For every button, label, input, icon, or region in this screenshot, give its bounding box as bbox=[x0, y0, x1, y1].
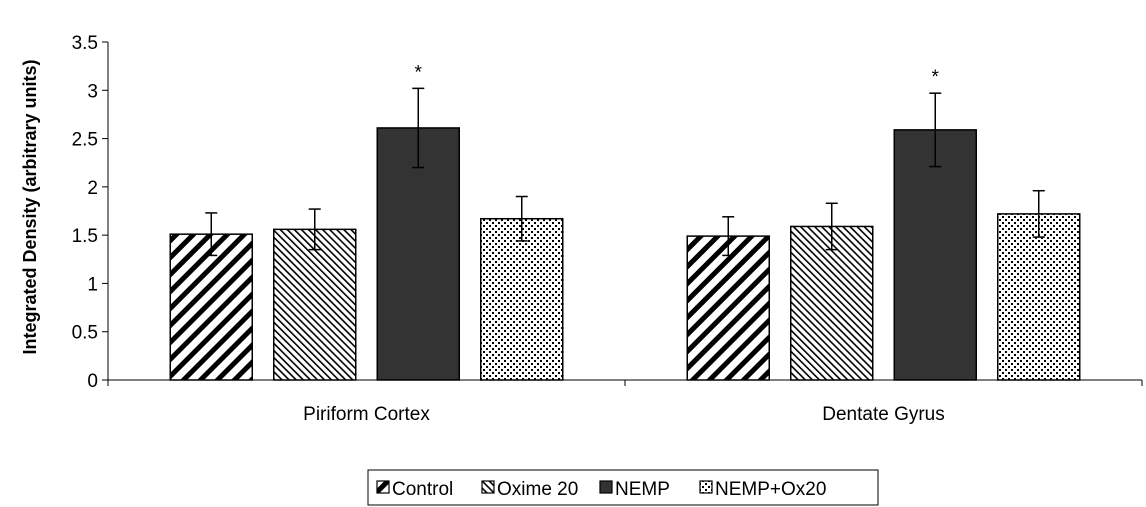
y-tick-label: 3.5 bbox=[72, 33, 98, 54]
axes: 0 0.5 1 1.5 2 2.5 3 3.5 Piriform Cortex Dentate G… bbox=[72, 33, 1143, 425]
legend-label: Control bbox=[392, 479, 453, 500]
legend-swatch bbox=[699, 480, 713, 494]
legend-label: NEMP+Ox20 bbox=[715, 479, 826, 500]
x-tick-label: Piriform Cortex bbox=[303, 404, 430, 425]
legend-label: Oxime 20 bbox=[497, 479, 578, 500]
legend-swatch bbox=[481, 480, 495, 494]
y-tick-label: 3 bbox=[87, 81, 98, 102]
bar bbox=[480, 217, 564, 381]
bar bbox=[997, 213, 1081, 381]
y-tick-label: 1 bbox=[87, 274, 98, 295]
bar bbox=[893, 129, 977, 381]
y-tick-label: 1.5 bbox=[72, 226, 98, 247]
x-tick-label: Dentate Gyrus bbox=[822, 404, 945, 425]
legend-box bbox=[367, 469, 879, 506]
bar bbox=[376, 127, 460, 381]
bar bbox=[169, 233, 253, 381]
significance-marker: * bbox=[415, 62, 423, 83]
legend-swatch bbox=[376, 480, 390, 494]
y-tick-label: 0.5 bbox=[72, 323, 98, 344]
bar bbox=[686, 235, 770, 381]
y-tick-label: 0 bbox=[87, 371, 98, 392]
bars: * * bbox=[169, 62, 1081, 381]
legend-swatch bbox=[599, 480, 613, 494]
y-tick-label: 2 bbox=[87, 178, 98, 199]
bar bbox=[790, 225, 874, 381]
legend: Control Oxime 20 NEMP NEMP+Ox20 bbox=[367, 469, 879, 506]
bar bbox=[273, 228, 357, 381]
legend-label: NEMP bbox=[615, 479, 670, 500]
y-tick-label: 2.5 bbox=[72, 130, 98, 151]
significance-marker: * bbox=[932, 67, 940, 88]
y-axis-label: Integrated Density (arbitrary units) bbox=[20, 59, 40, 354]
